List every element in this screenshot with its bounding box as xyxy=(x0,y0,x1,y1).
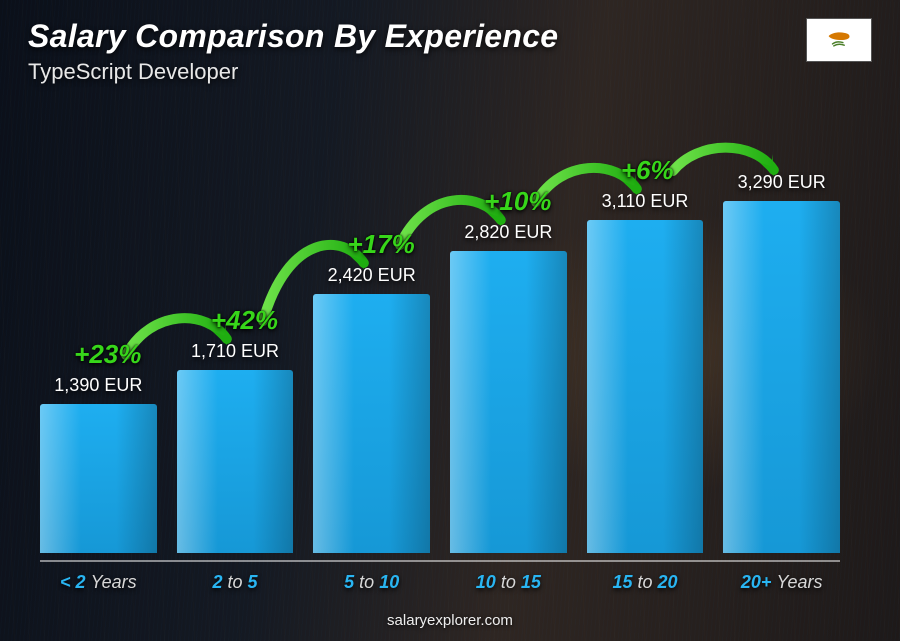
page-subtitle: TypeScript Developer xyxy=(28,59,872,85)
bar-value-label: 2,420 EUR xyxy=(328,265,416,286)
bar-value-label: 3,110 EUR xyxy=(602,191,689,212)
x-axis: < 2 Years 2 to 5 5 to 10 10 to 15 15 to 20 20… xyxy=(40,560,840,593)
bar xyxy=(450,251,567,553)
x-axis-label: 20+ Years xyxy=(723,572,840,593)
bar-column: 2,420 EUR xyxy=(313,265,430,553)
bar xyxy=(40,404,157,553)
x-axis-label: 15 to 20 xyxy=(587,572,704,593)
bar-column: 3,290 EUR xyxy=(723,172,840,553)
footer-source: salaryexplorer.com xyxy=(0,612,900,629)
bar-column: 1,710 EUR xyxy=(177,341,294,553)
bar xyxy=(313,294,430,553)
bar-column: 2,820 EUR xyxy=(450,222,567,553)
bar-chart: 1,390 EUR 1,710 EUR 2,420 EUR 2,820 EUR 3,11… xyxy=(40,110,840,553)
bar-value-label: 3,290 EUR xyxy=(738,172,826,193)
bar xyxy=(587,220,704,553)
bar-value-label: 2,820 EUR xyxy=(464,222,552,243)
bar-column: 3,110 EUR xyxy=(587,191,704,553)
bar-value-label: 1,710 EUR xyxy=(191,341,279,362)
x-axis-label: 2 to 5 xyxy=(177,572,294,593)
bar-value-label: 1,390 EUR xyxy=(54,375,142,396)
page-title: Salary Comparison By Experience xyxy=(28,18,872,55)
bar xyxy=(177,370,294,553)
bar-column: 1,390 EUR xyxy=(40,375,157,553)
cyprus-flag-icon xyxy=(819,27,859,53)
x-axis-label: < 2 Years xyxy=(40,572,157,593)
bar xyxy=(723,201,840,553)
x-axis-label: 10 to 15 xyxy=(450,572,567,593)
header: Salary Comparison By Experience TypeScri… xyxy=(28,18,872,85)
x-axis-label: 5 to 10 xyxy=(313,572,430,593)
country-flag-cyprus xyxy=(806,18,872,62)
